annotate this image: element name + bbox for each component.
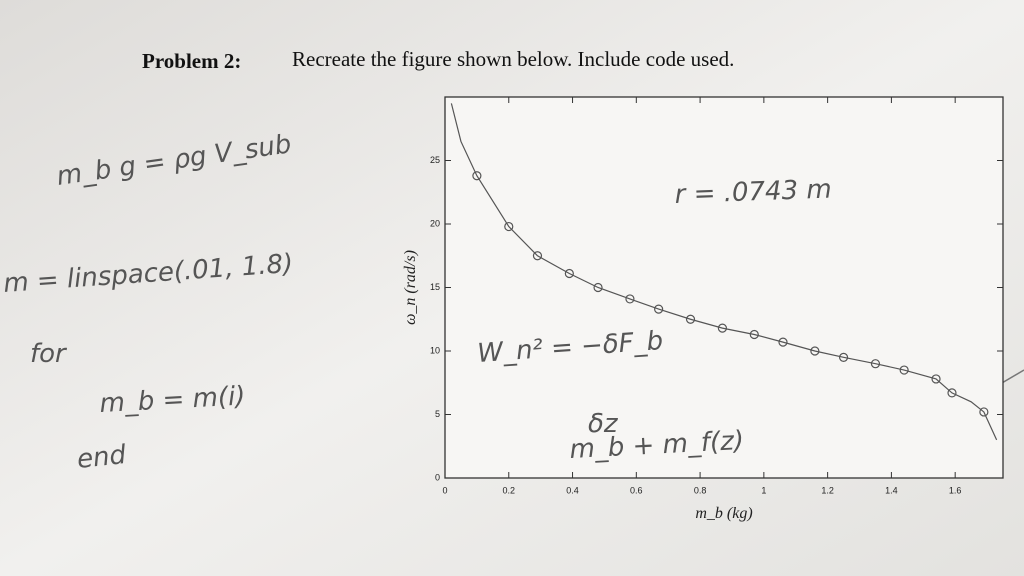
marker [532,251,543,261]
marker [472,171,482,181]
marker [899,365,909,375]
y-tick-label: 5 [435,409,440,419]
handwritten-note: end [76,440,128,475]
marker [717,323,728,333]
x-tick-label: 0 [442,485,447,495]
handwritten-note: for [30,339,68,369]
x-tick-label: 0.4 [566,485,579,495]
marker [778,337,788,347]
marker [870,359,881,369]
marker [749,329,759,340]
x-tick-label: 1 [761,485,766,495]
marker [838,352,849,362]
marker [979,407,989,417]
handwritten-note: r = .0743 m [674,175,832,210]
x-tick-label: 1.2 [821,485,834,495]
marker [504,221,514,232]
x-tick-label: 1.6 [949,485,962,495]
problem-label: Problem 2: [142,49,241,73]
problem-text: Recreate the figure shown below. Include… [292,47,734,71]
marker [593,282,603,293]
y-tick-label: 0 [435,472,440,482]
x-tick-label: 0.6 [630,485,643,495]
marker [947,388,957,398]
marker [931,374,941,384]
y-tick-label: 20 [430,218,440,228]
x-tick-label: 0.2 [503,485,516,495]
marker [810,346,820,356]
marker [564,268,574,279]
y-tick-label: 25 [430,155,440,165]
y-tick-label: 15 [430,282,440,292]
x-tick-label: 0.8 [694,485,707,495]
x-tick-label: 1.4 [885,485,898,495]
x-axis-label: m_b (kg) [695,505,752,522]
marker [654,304,664,314]
marker [685,314,696,324]
handwritten-note: δz [588,409,619,439]
y-tick-label: 10 [430,345,440,355]
marker [625,294,635,304]
plot-frame [444,96,1004,479]
y-axis-label: ω_n (rad/s) [402,250,419,325]
curve [450,103,998,441]
